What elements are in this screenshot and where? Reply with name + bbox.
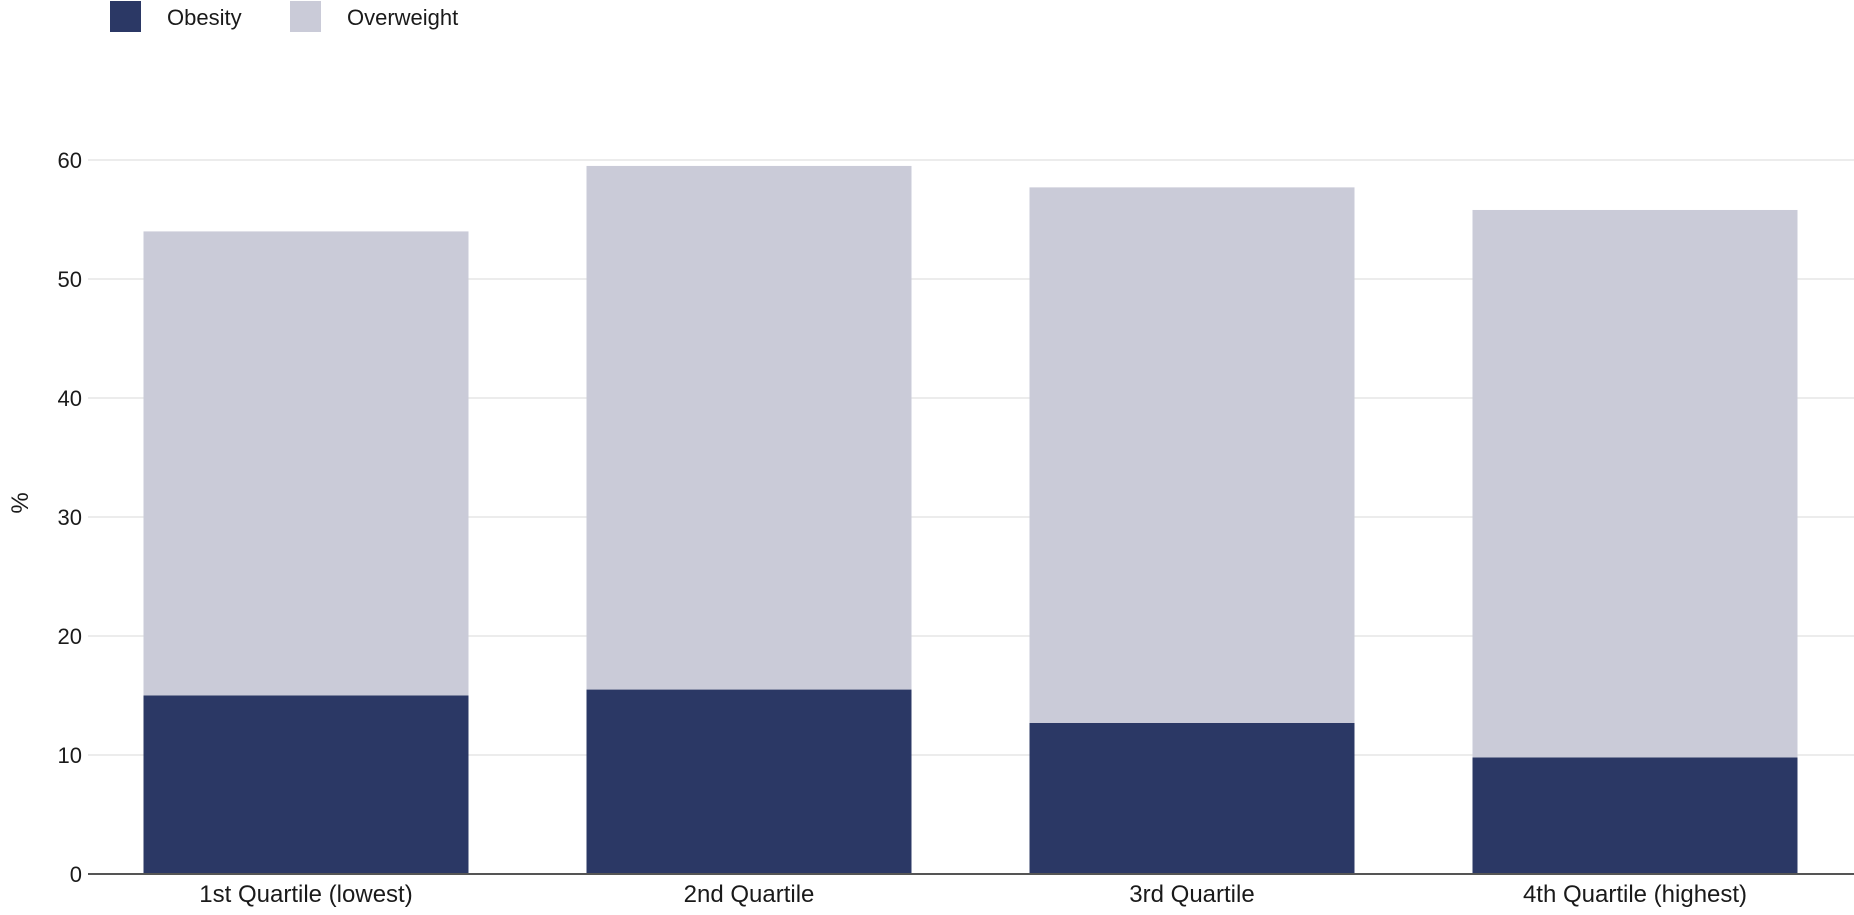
y-tick-labels: 0 10 20 30 40 50 60 bbox=[58, 148, 82, 887]
y-tick-label: 20 bbox=[58, 624, 82, 649]
x-tick-labels: 1st Quartile (lowest) 2nd Quartile 3rd Qua… bbox=[199, 881, 1747, 908]
y-tick-label: 10 bbox=[58, 743, 82, 768]
y-tick-label: 0 bbox=[70, 862, 82, 887]
legend-swatch-overweight bbox=[290, 1, 321, 32]
bar-obesity-4 bbox=[1472, 757, 1798, 874]
x-tick-label: 1st Quartile (lowest) bbox=[199, 881, 412, 908]
x-tick-label: 3rd Quartile bbox=[1129, 881, 1254, 908]
bar-overweight-4 bbox=[1472, 209, 1798, 758]
bar-obesity-1 bbox=[143, 695, 469, 874]
y-tick-label: 40 bbox=[58, 386, 82, 411]
bar-overweight-1 bbox=[143, 231, 469, 696]
bars bbox=[143, 165, 1798, 874]
x-tick-label: 2nd Quartile bbox=[684, 881, 815, 908]
legend: Obesity Overweight bbox=[110, 1, 458, 32]
bar-obesity-2 bbox=[586, 689, 912, 874]
y-tick-label: 50 bbox=[58, 267, 82, 292]
y-tick-label: 60 bbox=[58, 148, 82, 173]
legend-label-overweight: Overweight bbox=[347, 5, 458, 30]
bar-overweight-2 bbox=[586, 165, 912, 690]
legend-swatch-obesity bbox=[110, 1, 141, 32]
legend-label-obesity: Obesity bbox=[167, 5, 242, 30]
bar-overweight-3 bbox=[1029, 187, 1355, 723]
x-tick-label: 4th Quartile (highest) bbox=[1523, 881, 1747, 908]
y-axis-title: % bbox=[7, 492, 34, 513]
bar-obesity-3 bbox=[1029, 722, 1355, 874]
y-tick-label: 30 bbox=[58, 505, 82, 530]
